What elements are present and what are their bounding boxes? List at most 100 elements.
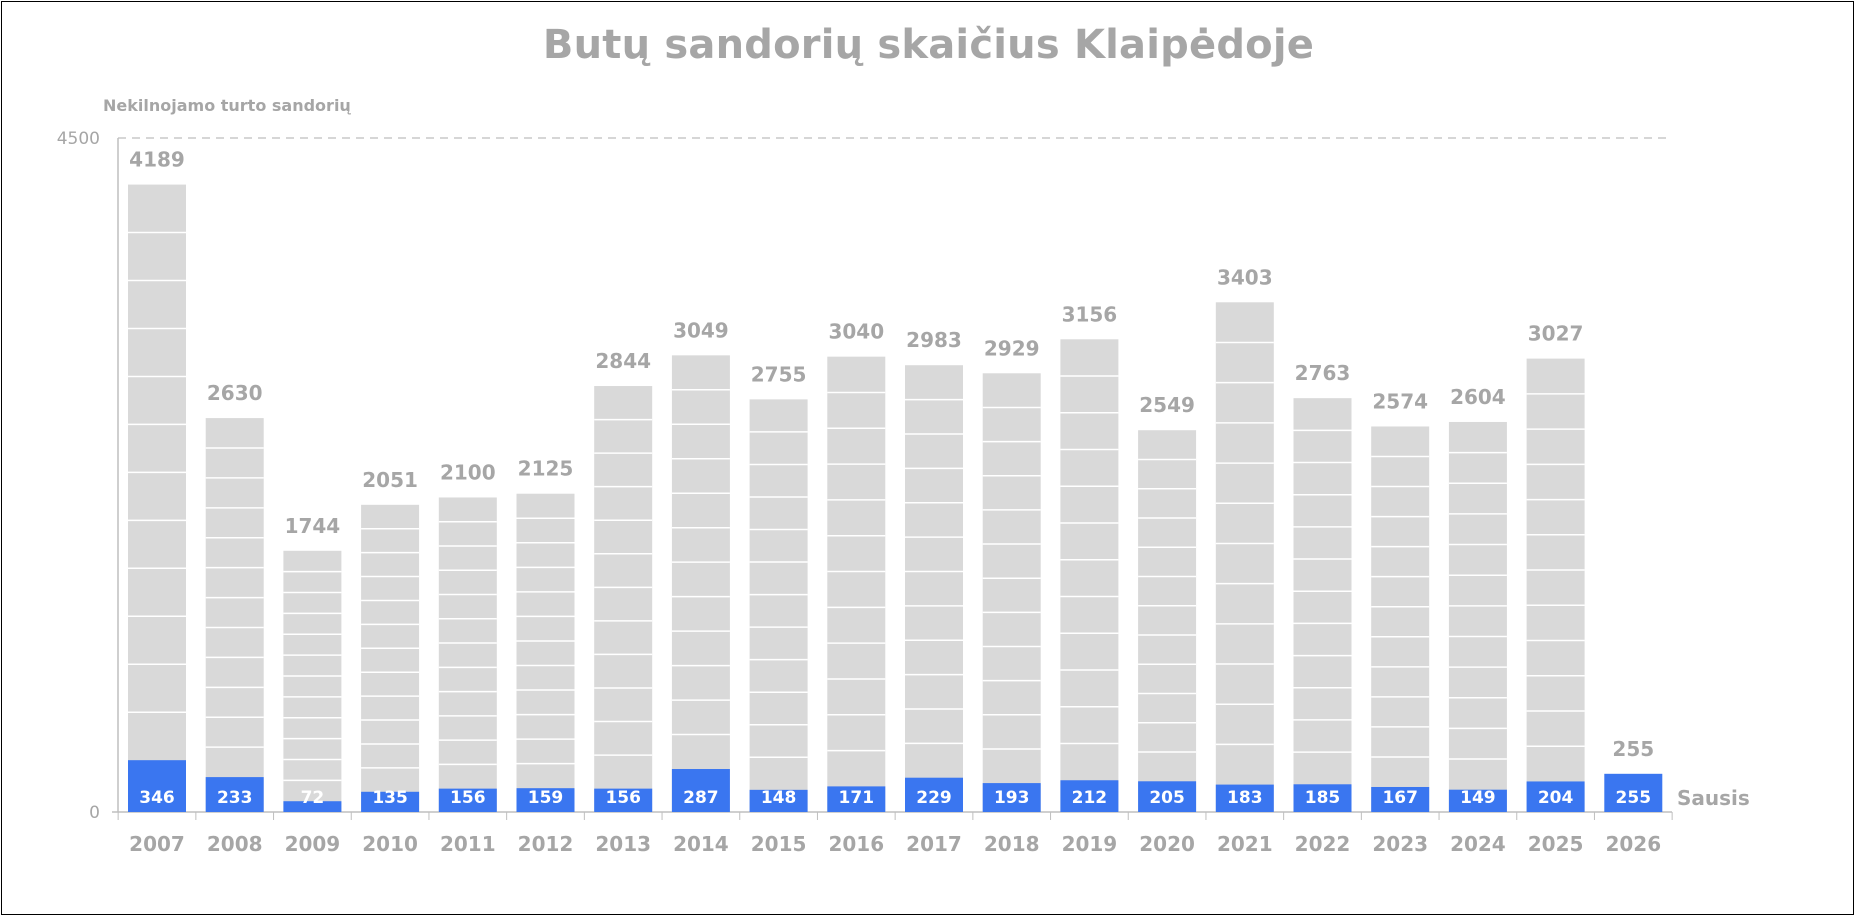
x-tick-label: 2007	[129, 832, 185, 856]
total-value-label: 2983	[906, 328, 962, 352]
x-tick-label: 2020	[1139, 832, 1195, 856]
total-value-label: 2630	[207, 381, 263, 405]
total-bar	[205, 418, 264, 812]
y-tick-label: 4500	[57, 129, 100, 149]
total-bar	[905, 365, 963, 812]
total-value-label: 3040	[828, 320, 884, 344]
january-bar	[361, 791, 420, 812]
january-value-label: 205	[1149, 788, 1185, 808]
january-value-label: 167	[1382, 788, 1418, 808]
x-tick-label: 2013	[595, 832, 651, 856]
total-value-label: 3156	[1062, 302, 1118, 326]
total-value-label: 1744	[285, 514, 341, 538]
total-bar	[516, 493, 575, 812]
january-bar	[905, 777, 963, 812]
x-tick-label: 2025	[1528, 832, 1584, 856]
total-value-label: 2125	[518, 457, 574, 481]
total-bar	[1293, 398, 1352, 812]
total-bar	[1526, 358, 1585, 812]
total-bar	[438, 497, 497, 812]
x-tick-label: 2022	[1295, 832, 1351, 856]
total-bar	[1371, 426, 1430, 812]
total-bar	[982, 373, 1041, 812]
x-tick-label: 2014	[673, 832, 729, 856]
legend-label-sausis: Sausis	[1677, 786, 1750, 810]
january-value-label: 233	[217, 788, 253, 808]
x-tick-label: 2012	[518, 832, 574, 856]
total-value-label: 2755	[751, 362, 807, 386]
total-value-label: 2549	[1139, 393, 1195, 417]
y-axis-label: Nekilnojamo turto sandorių	[103, 96, 351, 115]
total-bar	[1215, 302, 1274, 812]
january-value-label: 204	[1538, 788, 1574, 808]
january-value-label: 287	[683, 788, 719, 808]
january-bar	[516, 788, 575, 812]
january-bar	[1604, 773, 1663, 812]
january-value-label: 156	[450, 788, 486, 808]
total-bar	[594, 386, 653, 812]
total-bar	[1448, 421, 1507, 812]
total-bar	[671, 355, 730, 812]
x-tick-label: 2019	[1062, 832, 1118, 856]
total-value-label: 255	[1612, 737, 1654, 761]
total-value-label: 2604	[1450, 385, 1506, 409]
total-value-label: 2574	[1372, 389, 1428, 413]
january-value-label: 183	[1227, 788, 1263, 808]
january-value-label: 149	[1460, 788, 1496, 808]
chart-title: Butų sandorių skaičius Klaipėdoje	[542, 22, 1315, 68]
total-bar	[283, 550, 342, 812]
january-value-label: 159	[528, 788, 564, 808]
january-value-label: 135	[372, 788, 408, 808]
january-bar	[671, 769, 730, 812]
x-tick-label: 2008	[207, 832, 263, 856]
january-value-label: 171	[839, 788, 875, 808]
x-tick-label: 2016	[828, 832, 884, 856]
x-tick-label: 2010	[362, 832, 418, 856]
january-bar	[1448, 789, 1507, 812]
january-bar	[1293, 784, 1352, 812]
x-tick-label: 2021	[1217, 832, 1273, 856]
january-value-label: 156	[605, 788, 641, 808]
january-bar	[205, 777, 264, 812]
january-bar	[982, 783, 1041, 812]
january-bar	[1138, 781, 1197, 812]
total-bar	[1138, 430, 1197, 812]
total-value-label: 2929	[984, 336, 1040, 360]
january-bar	[283, 801, 342, 812]
january-bar	[1526, 781, 1585, 812]
january-value-label: 72	[301, 788, 325, 808]
total-bar	[827, 356, 886, 812]
january-bar	[827, 786, 886, 812]
total-value-label: 2763	[1295, 361, 1351, 385]
x-tick-label: 2011	[440, 832, 496, 856]
total-bar	[749, 399, 808, 812]
january-bar	[1371, 786, 1430, 812]
total-value-label: 2844	[595, 349, 651, 373]
x-tick-label: 2026	[1605, 832, 1661, 856]
total-value-label: 3049	[673, 318, 729, 342]
january-value-label: 148	[761, 788, 797, 808]
total-bar	[361, 504, 420, 812]
total-value-label: 3027	[1528, 322, 1584, 346]
total-value-label: 2051	[362, 468, 418, 492]
january-bar	[1215, 784, 1274, 812]
x-tick-label: 2018	[984, 832, 1040, 856]
january-bar	[1060, 780, 1119, 812]
y-tick-label: 0	[89, 803, 100, 823]
january-value-label: 229	[916, 788, 952, 808]
january-bar	[749, 789, 808, 812]
x-tick-label: 2009	[285, 832, 341, 856]
total-value-label: 4189	[129, 148, 185, 172]
january-value-label: 212	[1072, 788, 1108, 808]
january-bar	[594, 788, 653, 812]
january-bar	[128, 760, 186, 812]
x-tick-label: 2024	[1450, 832, 1506, 856]
total-bar	[1060, 339, 1119, 812]
january-value-label: 193	[994, 788, 1030, 808]
total-value-label: 2100	[440, 460, 496, 484]
total-value-label: 3403	[1217, 265, 1273, 289]
total-bar	[128, 184, 186, 813]
x-tick-label: 2023	[1372, 832, 1428, 856]
x-tick-label: 2015	[751, 832, 807, 856]
